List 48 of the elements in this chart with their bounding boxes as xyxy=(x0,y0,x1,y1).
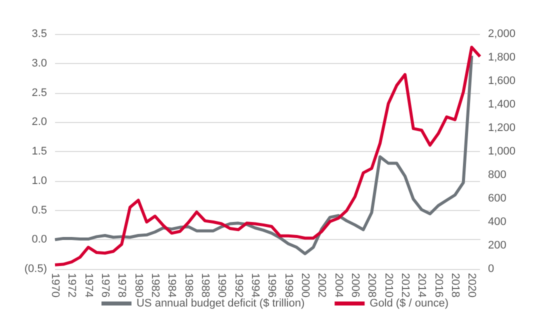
y2-tick-label: 0 xyxy=(488,263,494,275)
y2-tick-label: 1,800 xyxy=(488,52,516,64)
x-tick-label: 1972 xyxy=(66,273,78,298)
y2-tick-label: 1,000 xyxy=(488,146,516,158)
x-tick-label: 2018 xyxy=(449,273,461,298)
x-tick-label: 2012 xyxy=(399,273,411,298)
y-tick-label: 0.5 xyxy=(32,204,47,216)
y2-tick-label: 600 xyxy=(488,192,506,204)
x-tick-label: 1996 xyxy=(266,273,278,298)
y-tick-label: 1.0 xyxy=(32,174,47,187)
y2-tick-label: 1,600 xyxy=(488,75,516,87)
x-tick-label: 1982 xyxy=(149,273,161,298)
x-tick-label: 1988 xyxy=(199,273,211,298)
y-tick-label: 3.5 xyxy=(32,28,47,40)
x-tick-label: 2008 xyxy=(366,273,378,298)
x-tick-label: 2020 xyxy=(466,273,478,298)
y-tick-label: 1.5 xyxy=(32,146,47,158)
y-tick-label: 0.0 xyxy=(32,234,47,246)
x-tick-label: 1974 xyxy=(82,273,94,298)
y2-tick-label: 1,200 xyxy=(488,122,516,134)
x-tick-label: 1998 xyxy=(282,273,294,298)
legend-label: Gold ($ / ounce) xyxy=(370,298,449,310)
x-tick-label: 1978 xyxy=(116,273,128,298)
x-tick-label: 1970 xyxy=(49,273,61,298)
y2-tick-label: 1,400 xyxy=(488,98,516,110)
x-tick-label: 1980 xyxy=(132,273,144,298)
x-tick-label: 1992 xyxy=(232,273,244,298)
legend-label: US annual budget deficit ($ trillion) xyxy=(136,298,305,310)
x-tick-label: 2014 xyxy=(416,273,428,298)
x-tick-label: 2002 xyxy=(316,273,328,298)
y2-tick-label: 200 xyxy=(488,240,506,252)
y2-tick-label: 800 xyxy=(488,169,506,181)
x-tick-label: 1976 xyxy=(99,273,111,298)
x-tick-label: 2006 xyxy=(349,273,361,298)
x-tick-label: 2000 xyxy=(299,273,311,298)
x-tick-label: 1990 xyxy=(216,273,228,298)
y-tick-label: 2.0 xyxy=(32,116,47,128)
x-tick-label: 2010 xyxy=(382,273,394,298)
x-tick-label: 2016 xyxy=(432,273,444,298)
x-tick-label: 1986 xyxy=(182,273,194,298)
y-tick-label: 3.0 xyxy=(32,57,47,70)
y-tick-label: (0.5) xyxy=(24,263,47,275)
x-tick-label: 2004 xyxy=(332,273,344,298)
y-tick-label: 2.5 xyxy=(32,86,47,99)
y2-tick-label: 400 xyxy=(488,216,506,228)
x-tick-label: 1984 xyxy=(166,273,178,298)
x-tick-label: 1994 xyxy=(249,273,261,298)
y2-tick-label: 2,000 xyxy=(488,28,516,40)
